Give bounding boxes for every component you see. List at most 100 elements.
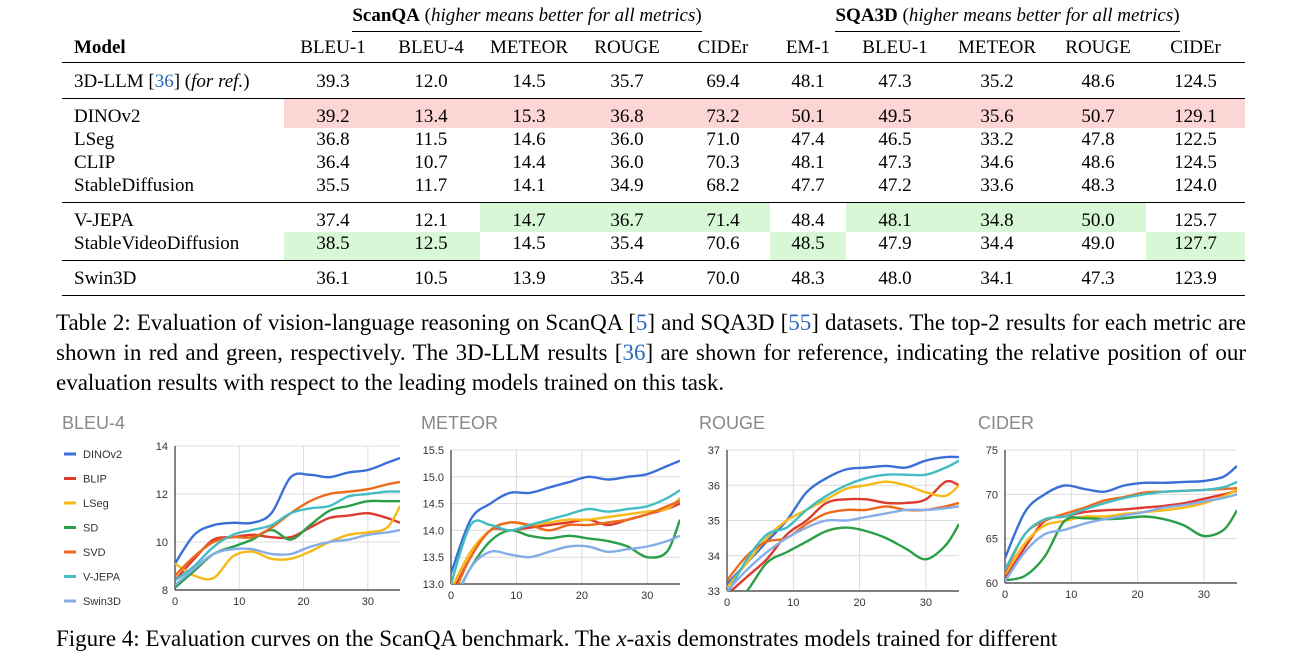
reference-row: 3D-LLM [36] (for ref.) 39.3 12.0 14.5 35… xyxy=(62,63,1246,99)
x-tick-label: 0 xyxy=(172,596,178,608)
model-name: StableVideoDiffusion xyxy=(74,233,240,254)
table-cell: 73.2 xyxy=(676,98,770,128)
table-cell: 34.6 xyxy=(980,152,1014,173)
ref-model-name: 3D-LLM [36] (for ref.) xyxy=(74,70,250,92)
table-cell: 48.0 xyxy=(878,268,912,289)
series-line-lseg xyxy=(175,505,400,581)
series-line-lseg xyxy=(1005,488,1237,575)
header-cell: EM-1 xyxy=(785,36,831,58)
model-name: V-JEPA xyxy=(74,210,134,231)
model-name: DINOv2 xyxy=(74,106,141,127)
table-cell: 70.3 xyxy=(706,152,740,173)
table-cell: 13.4 xyxy=(382,98,480,128)
y-tick-label: 13.5 xyxy=(423,552,444,564)
table-cell: 14.5 xyxy=(512,70,546,92)
table-cell: 38.5 xyxy=(284,232,382,261)
figure-caption: Figure 4: Evaluation curves on the ScanQ… xyxy=(56,626,1058,651)
series-line-v-jepa xyxy=(1005,480,1237,571)
table-cell: 33.6 xyxy=(980,175,1014,196)
table-cell: 12.5 xyxy=(382,232,480,261)
table-cell: 48.1 xyxy=(791,70,825,92)
table-cell: 71.4 xyxy=(676,202,770,232)
table-cell: 49.0 xyxy=(1081,233,1115,254)
table-cell: 47.3 xyxy=(878,70,912,92)
table-cell: 39.2 xyxy=(284,98,382,128)
table-cell: 50.1 xyxy=(770,98,846,128)
x-tick-label: 30 xyxy=(641,590,653,602)
table-cell: 14.1 xyxy=(512,175,546,196)
table-cell: 14.7 xyxy=(480,202,578,232)
x-tick-label: 0 xyxy=(448,590,454,602)
table-row: CLIP 36.4 10.7 14.4 36.0 70.3 48.1 47.3 34.6 48.6… xyxy=(62,151,1245,174)
table-cell: 35.4 xyxy=(610,268,644,289)
table-cell: 50.0 xyxy=(1050,202,1146,232)
table-cell: 129.1 xyxy=(1146,98,1246,128)
table-cell: 47.2 xyxy=(878,175,912,196)
table-cell: 68.2 xyxy=(706,175,740,196)
table-cell: 36.4 xyxy=(316,152,350,173)
table-cell: 34.4 xyxy=(980,233,1014,254)
x-tick-label: 20 xyxy=(853,597,865,609)
table-cell: 35.7 xyxy=(610,70,644,92)
column-header-row: Model BLEU-1 BLEU-4 METEOR ROUGE CIDEr E… xyxy=(62,32,1246,63)
series-line-dinov2 xyxy=(175,456,400,565)
results-table: ScanQA (higher means better for all metr… xyxy=(62,0,1246,296)
y-tick-label: 65 xyxy=(986,534,998,546)
table-cell: 34.8 xyxy=(944,202,1050,232)
header-cell: BLEU-1 xyxy=(300,36,366,58)
y-tick-label: 14.5 xyxy=(423,499,444,511)
y-tick-label: 13.0 xyxy=(423,579,444,591)
table-caption: Table 2: Evaluation of vision-language r… xyxy=(56,310,1247,395)
y-tick-label: 14.0 xyxy=(423,525,444,537)
table-cell: 48.1 xyxy=(791,152,825,173)
table-cell: 15.3 xyxy=(480,98,578,128)
table-cell: 70.6 xyxy=(706,233,740,254)
legend-label: BLIP xyxy=(83,474,107,486)
table-cell: 35.5 xyxy=(316,175,350,196)
y-tick-label: 36 xyxy=(708,480,720,492)
header-cell: CIDEr xyxy=(1170,36,1221,58)
table-cell: 71.0 xyxy=(706,129,740,150)
header-cell: BLEU-4 xyxy=(398,36,464,58)
table-cell: 48.3 xyxy=(1081,175,1115,196)
series-line-blip xyxy=(175,511,400,582)
series-line-sd xyxy=(460,519,680,584)
y-tick-label: 14 xyxy=(156,441,168,453)
header-cell: CIDEr xyxy=(697,36,749,58)
x-tick-label: 10 xyxy=(1065,589,1077,601)
table-cell: 33.2 xyxy=(980,129,1014,150)
model-name: CLIP xyxy=(74,152,116,173)
table-cell: 47.4 xyxy=(791,129,825,150)
table-cell: 12.1 xyxy=(414,210,448,231)
table-cell: 47.8 xyxy=(1081,129,1115,150)
series-line-svd xyxy=(456,499,680,584)
model-name: StableDiffusion xyxy=(74,175,194,196)
x-tick-label: 20 xyxy=(1131,589,1143,601)
header-cell: BLEU-1 xyxy=(862,36,928,58)
series-line-v-jepa xyxy=(727,459,959,591)
series-line-v-jepa xyxy=(451,489,680,584)
chart-title: CIDER xyxy=(978,413,1034,433)
table-cell: 125.7 xyxy=(1174,210,1217,231)
table-cell: 10.7 xyxy=(414,152,448,173)
table-cell: 35.4 xyxy=(610,233,644,254)
table-cell: 123.9 xyxy=(1174,268,1217,289)
series-line-swin3d xyxy=(1005,493,1237,582)
table-cell: 47.7 xyxy=(791,175,825,196)
table-cell: 14.5 xyxy=(512,233,546,254)
table-cell: 48.4 xyxy=(791,210,825,231)
series-line-sd xyxy=(745,523,959,591)
table-row: DINOv2 39.2 13.4 15.3 36.8 73.2 50.1 49.5 35.6 50… xyxy=(62,98,1246,128)
header-model: Model xyxy=(74,36,126,58)
y-tick-label: 60 xyxy=(986,578,998,590)
series-line-lseg xyxy=(452,497,680,584)
chart-title: METEOR xyxy=(421,413,498,433)
table-cell: 14.4 xyxy=(512,152,546,173)
table-cell: 127.7 xyxy=(1146,232,1246,261)
x-tick-label: 20 xyxy=(297,596,309,608)
series-line-swin3d xyxy=(727,505,959,591)
series-line-svd xyxy=(175,480,400,577)
table-cell: 49.5 xyxy=(846,98,944,128)
y-tick-label: 33 xyxy=(708,586,720,598)
table-cell: 70.0 xyxy=(706,268,740,289)
